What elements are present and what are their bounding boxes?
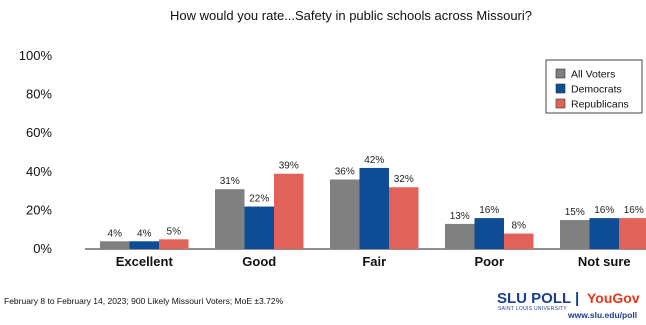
category-labels: Excellent Good Fair Poor Not sure bbox=[116, 254, 631, 269]
bar-all-voters-good bbox=[215, 189, 245, 249]
legend-label: Democrats bbox=[571, 84, 622, 96]
data-label: 36% bbox=[335, 167, 355, 178]
chart-title: How would you rate...Safety in public sc… bbox=[170, 8, 532, 23]
data-label: 16% bbox=[624, 205, 644, 216]
legend: All Voters Democrats Republicans bbox=[545, 59, 643, 114]
data-label: 4% bbox=[108, 228, 123, 239]
bar-republicans-fair bbox=[389, 187, 419, 249]
data-label: 5% bbox=[167, 226, 182, 237]
category-label: Fair bbox=[362, 254, 386, 269]
bar-democrats-good bbox=[244, 206, 274, 249]
data-label: 39% bbox=[279, 161, 299, 172]
bar-republicans-poor bbox=[504, 233, 534, 249]
data-label: 42% bbox=[364, 155, 384, 166]
y-tick-label: 0% bbox=[33, 241, 52, 256]
slu-poll-logo: SLU POLL bbox=[497, 290, 571, 307]
bar-democrats-not-sure bbox=[589, 218, 619, 249]
data-label: 32% bbox=[394, 174, 414, 185]
bar-republicans-not-sure bbox=[619, 218, 646, 249]
data-label: 4% bbox=[137, 228, 152, 239]
y-tick-label: 60% bbox=[26, 125, 52, 140]
poll-url: www.slu.edu/poll bbox=[567, 310, 637, 320]
bar-all-voters-excellent bbox=[100, 241, 130, 249]
bar-republicans-excellent bbox=[159, 239, 189, 249]
data-label: 13% bbox=[450, 211, 470, 222]
legend-label: All Voters bbox=[571, 69, 615, 81]
bar-democrats-fair bbox=[359, 167, 389, 249]
bar-republicans-good bbox=[274, 173, 304, 249]
y-tick-label: 40% bbox=[26, 164, 52, 179]
bar-all-voters-fair bbox=[330, 179, 360, 249]
legend-swatch bbox=[555, 68, 566, 79]
category-label: Not sure bbox=[578, 254, 631, 269]
legend-swatch bbox=[555, 98, 566, 109]
bars bbox=[100, 167, 646, 249]
data-labels: 4% 4% 5% 31% 22% 39% 36% 42% 32% 13% 16% 8% 15% 16% 16… bbox=[108, 155, 644, 239]
data-label: 15% bbox=[565, 207, 585, 218]
legend-label: Republicans bbox=[571, 99, 629, 111]
bar-all-voters-not-sure bbox=[560, 220, 590, 249]
data-label: 16% bbox=[479, 205, 499, 216]
yougov-logo: YouGov bbox=[587, 290, 640, 306]
logo-divider: | bbox=[575, 290, 579, 307]
y-tick-label: 20% bbox=[26, 202, 52, 217]
y-tick-label: 80% bbox=[26, 87, 52, 102]
bar-democrats-poor bbox=[474, 218, 504, 249]
bar-all-voters-poor bbox=[445, 223, 475, 249]
category-label: Good bbox=[242, 254, 276, 269]
category-label: Poor bbox=[474, 254, 504, 269]
legend-swatch bbox=[555, 83, 566, 94]
data-label: 22% bbox=[249, 194, 269, 205]
category-label: Excellent bbox=[116, 254, 174, 269]
data-label: 16% bbox=[594, 205, 614, 216]
data-label: 8% bbox=[512, 221, 527, 232]
data-label: 31% bbox=[220, 176, 240, 187]
y-axis: 0% 20% 40% 60% 80% 100% bbox=[19, 48, 53, 256]
logo: SLU POLL SAINT LOUIS UNIVERSITY | YouGov… bbox=[497, 290, 640, 320]
bar-democrats-excellent bbox=[129, 241, 159, 249]
footnote: February 8 to February 14, 2023; 900 Lik… bbox=[4, 296, 284, 306]
slu-poll-subtitle: SAINT LOUIS UNIVERSITY bbox=[498, 306, 567, 312]
y-tick-label: 100% bbox=[19, 48, 53, 63]
